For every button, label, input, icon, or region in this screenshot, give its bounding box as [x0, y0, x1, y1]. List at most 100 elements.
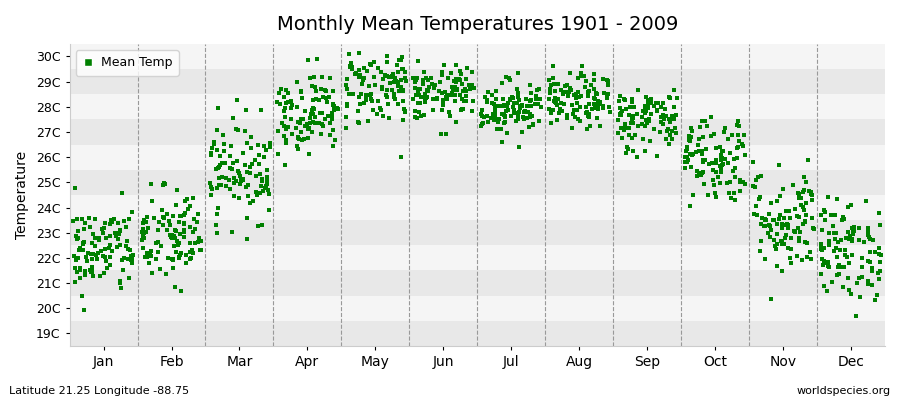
Point [371, 64, 385, 71]
Point [843, 202, 858, 208]
Point [656, 114, 670, 120]
Point [213, 182, 228, 188]
Point [804, 256, 818, 262]
Point [301, 134, 315, 141]
Point [226, 115, 240, 122]
Point [86, 273, 100, 279]
Point [144, 248, 158, 254]
Point [297, 123, 311, 130]
Point [731, 144, 745, 150]
Point [302, 124, 316, 131]
Point [449, 86, 464, 93]
Point [194, 247, 209, 253]
Point [446, 87, 460, 93]
Point [679, 148, 693, 154]
Point [750, 212, 764, 218]
Point [602, 109, 616, 115]
Point [326, 127, 340, 134]
Point [418, 90, 432, 97]
Point [698, 146, 713, 152]
Point [112, 278, 127, 284]
Point [163, 232, 177, 238]
Point [613, 104, 627, 111]
Point [273, 100, 287, 107]
Point [174, 213, 188, 219]
Point [260, 176, 274, 183]
Point [125, 208, 140, 215]
Point [792, 228, 806, 235]
Point [653, 114, 668, 120]
Point [518, 96, 533, 102]
Point [279, 100, 293, 106]
Point [78, 272, 93, 278]
Point [763, 227, 778, 234]
Point [241, 192, 256, 199]
Point [427, 82, 441, 89]
Point [223, 153, 238, 160]
Point [680, 146, 694, 152]
Point [832, 264, 846, 270]
Point [667, 104, 681, 110]
Point [709, 159, 724, 165]
Point [171, 242, 185, 248]
Point [274, 86, 288, 92]
Point [758, 216, 772, 223]
Point [410, 58, 425, 64]
Point [395, 88, 410, 94]
Point [474, 120, 489, 127]
Point [92, 235, 106, 241]
Point [616, 127, 631, 134]
Point [524, 96, 538, 103]
Point [754, 172, 769, 179]
Point [284, 116, 298, 122]
Point [761, 230, 776, 236]
Point [316, 123, 330, 129]
Point [345, 66, 359, 73]
Point [387, 91, 401, 97]
Point [730, 155, 744, 161]
Point [263, 140, 277, 146]
Point [124, 257, 139, 263]
Point [626, 99, 640, 106]
Point [720, 160, 734, 166]
Point [297, 136, 311, 142]
Point [429, 96, 444, 102]
Point [490, 88, 504, 94]
Point [248, 157, 262, 163]
Point [738, 181, 752, 188]
Point [849, 313, 863, 319]
Point [781, 244, 796, 251]
Point [232, 173, 247, 179]
Point [801, 156, 815, 163]
Point [562, 89, 576, 96]
Point [324, 116, 338, 122]
Point [837, 216, 851, 222]
Point [495, 138, 509, 145]
Point [408, 79, 422, 85]
Point [398, 108, 412, 114]
Point [104, 217, 118, 224]
Point [746, 211, 760, 218]
Point [186, 229, 201, 235]
Bar [69, 270, 885, 296]
Point [533, 96, 547, 102]
Point [634, 114, 649, 120]
Point [426, 96, 440, 102]
Point [396, 87, 410, 94]
Point [494, 80, 508, 86]
Point [623, 104, 637, 110]
Point [752, 196, 767, 202]
Point [781, 208, 796, 214]
Point [121, 255, 135, 262]
Point [459, 88, 473, 94]
Point [788, 206, 802, 212]
Point [481, 119, 495, 126]
Point [70, 254, 85, 261]
Point [319, 88, 333, 94]
Point [816, 245, 831, 251]
Point [692, 170, 706, 177]
Point [520, 102, 535, 109]
Point [853, 294, 868, 300]
Point [345, 64, 359, 70]
Point [140, 250, 154, 257]
